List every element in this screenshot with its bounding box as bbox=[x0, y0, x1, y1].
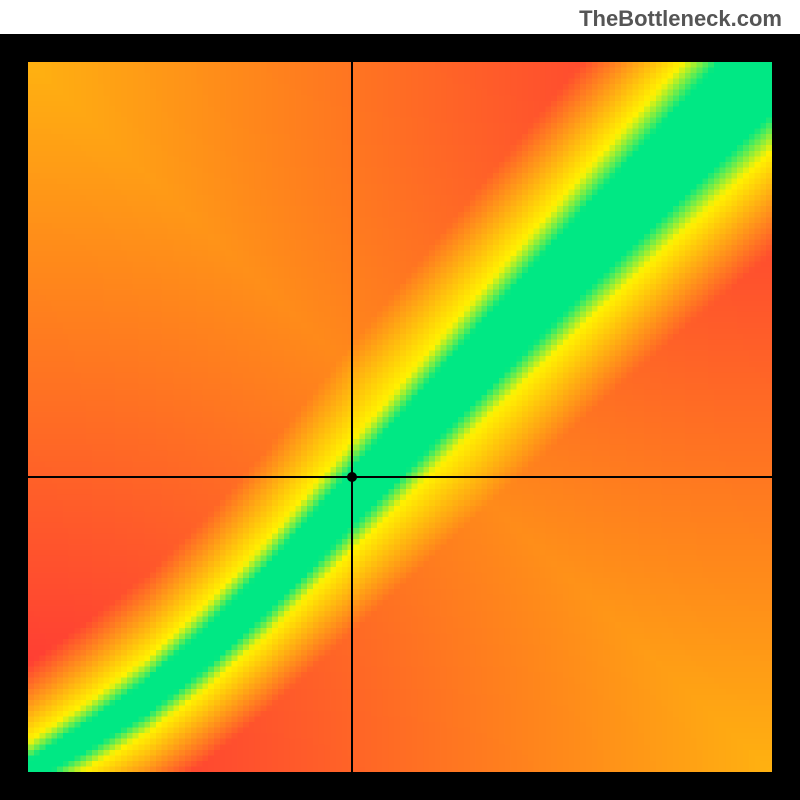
watermark-text: TheBottleneck.com bbox=[579, 6, 782, 32]
crosshair-horizontal bbox=[28, 476, 772, 478]
crosshair-vertical bbox=[351, 62, 353, 772]
crosshair-marker bbox=[347, 472, 357, 482]
heatmap-canvas bbox=[28, 62, 772, 772]
